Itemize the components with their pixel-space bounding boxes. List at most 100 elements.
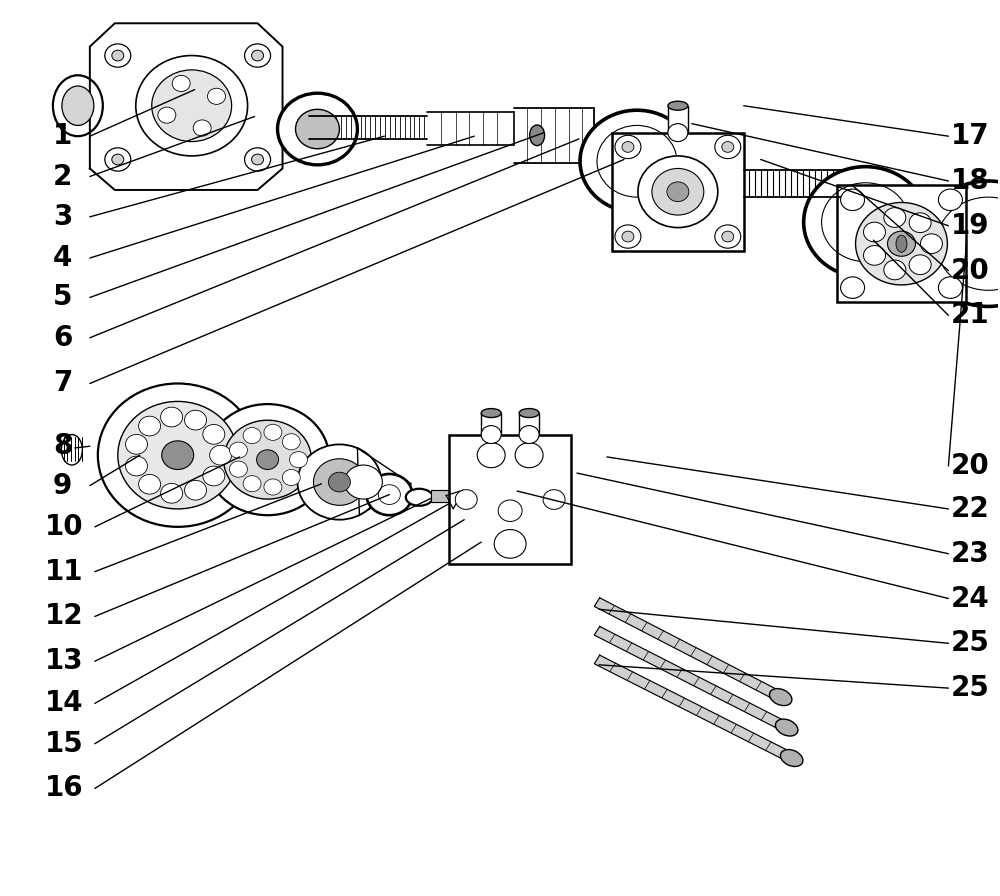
Circle shape: [229, 442, 247, 458]
Polygon shape: [668, 106, 688, 133]
Polygon shape: [612, 133, 744, 251]
Ellipse shape: [406, 489, 433, 505]
Circle shape: [864, 246, 885, 265]
Circle shape: [515, 443, 543, 468]
Bar: [431, 490, 449, 502]
Bar: [744, 170, 844, 197]
Circle shape: [172, 75, 190, 91]
Polygon shape: [594, 598, 783, 702]
Circle shape: [313, 459, 365, 505]
Ellipse shape: [530, 125, 545, 146]
Circle shape: [328, 472, 350, 492]
Circle shape: [158, 108, 176, 124]
Text: 17: 17: [950, 122, 989, 151]
Circle shape: [139, 474, 161, 494]
Circle shape: [206, 404, 329, 515]
Bar: [612, 133, 744, 251]
Circle shape: [282, 434, 300, 450]
Polygon shape: [594, 626, 789, 732]
Text: 8: 8: [53, 432, 72, 461]
Circle shape: [161, 407, 183, 426]
Text: 24: 24: [950, 584, 989, 613]
Ellipse shape: [780, 750, 803, 766]
Ellipse shape: [62, 86, 94, 125]
Text: 14: 14: [45, 689, 84, 718]
Circle shape: [580, 110, 694, 212]
Polygon shape: [357, 448, 411, 515]
Circle shape: [722, 231, 734, 242]
Text: 23: 23: [950, 539, 989, 568]
Circle shape: [909, 213, 931, 233]
Polygon shape: [446, 490, 463, 509]
Polygon shape: [427, 112, 514, 145]
Circle shape: [224, 420, 311, 499]
Circle shape: [638, 156, 718, 228]
Text: 20: 20: [950, 452, 989, 480]
Circle shape: [161, 484, 183, 504]
Circle shape: [622, 231, 634, 242]
Circle shape: [282, 470, 300, 486]
Ellipse shape: [769, 689, 792, 705]
Circle shape: [543, 489, 565, 509]
Ellipse shape: [61, 435, 82, 465]
Bar: [309, 116, 427, 139]
Circle shape: [105, 44, 131, 67]
Circle shape: [245, 44, 271, 67]
Circle shape: [245, 148, 271, 171]
Circle shape: [652, 168, 704, 215]
Circle shape: [498, 500, 522, 521]
Text: 15: 15: [45, 729, 84, 758]
Circle shape: [615, 225, 641, 248]
Circle shape: [296, 109, 339, 149]
Circle shape: [208, 88, 225, 104]
Circle shape: [920, 234, 942, 254]
Circle shape: [519, 426, 539, 444]
Text: 4: 4: [53, 244, 72, 272]
Text: 10: 10: [45, 513, 84, 541]
Text: 11: 11: [45, 557, 83, 586]
Circle shape: [938, 189, 962, 211]
Circle shape: [193, 120, 211, 136]
Circle shape: [185, 410, 207, 430]
Text: 21: 21: [950, 301, 989, 330]
Circle shape: [126, 435, 147, 454]
Polygon shape: [837, 185, 966, 302]
Circle shape: [162, 441, 194, 470]
Circle shape: [715, 225, 741, 248]
Text: 25: 25: [950, 674, 989, 702]
Text: 2: 2: [53, 162, 72, 191]
Text: 6: 6: [53, 323, 72, 352]
Circle shape: [290, 452, 307, 468]
Text: 9: 9: [53, 471, 72, 500]
Circle shape: [884, 208, 906, 228]
Text: 18: 18: [950, 167, 989, 195]
Circle shape: [264, 479, 282, 495]
Circle shape: [455, 489, 477, 509]
Text: 20: 20: [950, 256, 989, 285]
Circle shape: [243, 476, 261, 492]
Circle shape: [722, 142, 734, 152]
Bar: [837, 185, 966, 302]
Ellipse shape: [519, 409, 539, 418]
Circle shape: [668, 124, 688, 142]
Circle shape: [841, 189, 865, 211]
Ellipse shape: [668, 101, 688, 110]
Circle shape: [105, 148, 131, 171]
Circle shape: [841, 277, 865, 298]
Text: 7: 7: [53, 369, 72, 398]
Circle shape: [864, 222, 885, 242]
Bar: [449, 435, 571, 564]
Circle shape: [98, 383, 258, 527]
Circle shape: [888, 231, 915, 256]
Polygon shape: [481, 413, 501, 435]
Polygon shape: [514, 108, 594, 163]
Circle shape: [112, 50, 124, 61]
Circle shape: [126, 456, 147, 476]
Text: 16: 16: [45, 774, 84, 803]
Circle shape: [615, 135, 641, 159]
Ellipse shape: [775, 719, 798, 736]
Circle shape: [481, 426, 501, 444]
Circle shape: [366, 474, 412, 515]
Text: 13: 13: [45, 647, 84, 676]
Text: 1: 1: [53, 122, 72, 151]
